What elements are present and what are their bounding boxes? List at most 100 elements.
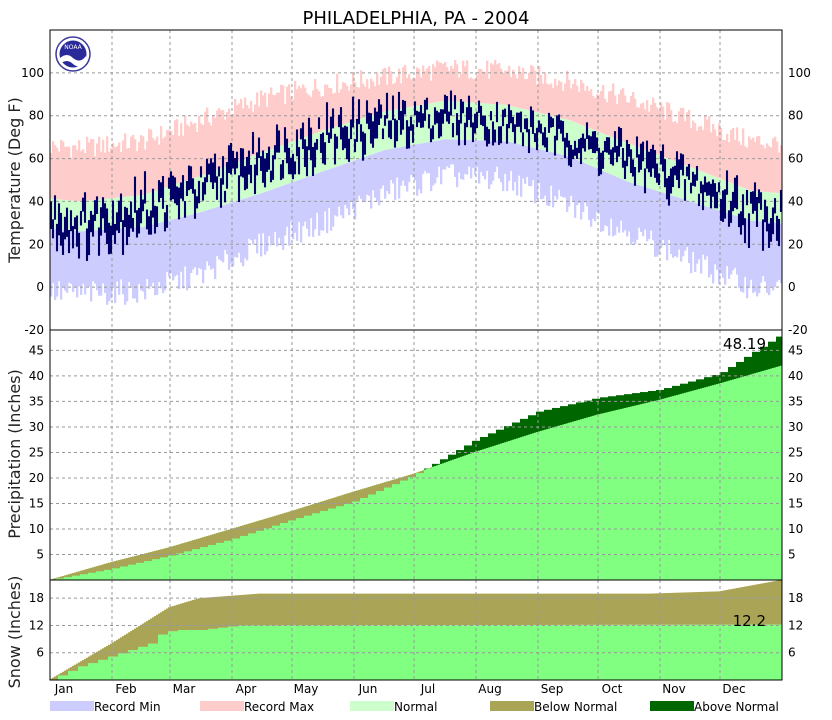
precip-normal-bar: [80, 570, 83, 580]
record-min-bar: [576, 159, 579, 206]
snow-base-bar: [228, 626, 231, 680]
snow-base-bar: [316, 625, 319, 680]
record-max-bar: [166, 130, 169, 188]
record-max-bar: [540, 75, 543, 114]
snow-base-bar: [658, 624, 661, 680]
precip-below-bar: [150, 551, 153, 561]
record-max-bar: [368, 88, 371, 117]
precip-above-bar: [440, 459, 443, 464]
precip-below-bar: [110, 562, 113, 570]
record-max-bar: [608, 91, 611, 136]
precip-normal-bar: [426, 468, 429, 580]
precip-normal-bar: [312, 504, 315, 580]
snow-below-bar: [700, 591, 703, 625]
y-tick-label-left: 35: [29, 394, 44, 408]
normal-range-bar: [762, 191, 765, 222]
record-min-bar: [722, 211, 725, 278]
record-min-bar: [582, 162, 585, 213]
record-min-bar: [382, 150, 385, 186]
record-min-bar: [410, 145, 413, 175]
precip-above-bar: [596, 398, 599, 415]
precip-below-bar: [174, 545, 177, 556]
snow-below-bar: [386, 593, 389, 626]
record-max-bar: [496, 64, 499, 105]
normal-range-bar: [52, 198, 55, 229]
record-min-bar: [414, 144, 417, 181]
snow-below-bar: [658, 593, 661, 625]
record-min-bar: [698, 204, 701, 260]
precip-normal-bar: [82, 570, 85, 580]
precip-normal-bar: [450, 460, 453, 580]
record-max-bar: [672, 121, 675, 161]
precip-above-bar: [424, 468, 427, 470]
record-max-bar: [588, 91, 591, 128]
precip-below-bar: [344, 494, 347, 504]
snow-base-bar: [678, 624, 681, 680]
precip-normal-bar: [156, 550, 159, 580]
record-min-bar: [666, 193, 669, 261]
record-max-bar: [616, 104, 619, 139]
record-max-bar: [430, 80, 433, 104]
precip-above-bar: [446, 459, 449, 462]
snow-base-bar: [172, 631, 175, 680]
record-min-bar: [676, 197, 679, 258]
precip-normal-bar: [226, 530, 229, 580]
record-max-bar: [234, 98, 237, 163]
precip-normal-bar: [200, 537, 203, 580]
record-min-bar: [172, 219, 175, 281]
precip-normal-bar: [566, 423, 569, 580]
record-min-bar: [384, 150, 387, 199]
snow-below-bar: [242, 594, 245, 626]
snow-below-bar: [296, 593, 299, 626]
normal-range-bar: [248, 157, 251, 198]
snow-below-bar: [274, 593, 277, 626]
normal-range-bar: [614, 138, 617, 177]
record-max-bar: [276, 92, 279, 148]
snow-below-bar: [586, 593, 589, 625]
record-max-bar: [562, 91, 565, 119]
normal-range-bar: [666, 158, 669, 194]
snow-below-bar: [286, 593, 289, 626]
month-label: Jan: [54, 682, 74, 696]
snow-below-bar: [690, 592, 693, 625]
record-min-bar: [594, 167, 597, 222]
normal-range-bar: [184, 181, 187, 217]
normal-range-bar: [728, 182, 731, 214]
record-max-bar: [568, 79, 571, 120]
snow-below-bar: [492, 593, 495, 626]
record-max-bar: [438, 62, 441, 102]
record-max-bar: [210, 125, 213, 172]
precip-normal-bar: [610, 411, 613, 580]
record-min-bar: [100, 230, 103, 296]
snow-base-bar: [484, 625, 487, 680]
precip-normal-bar: [482, 449, 485, 580]
precip-below-bar: [398, 478, 401, 485]
record-min-bar: [136, 227, 139, 303]
normal-range-bar: [252, 155, 255, 196]
record-min-bar: [222, 205, 225, 263]
snow-base-bar: [138, 646, 141, 680]
precip-below-bar: [122, 559, 125, 567]
precip-above-bar: [504, 426, 507, 443]
record-min-bar: [442, 139, 445, 170]
y-tick-label-left: 40: [29, 194, 44, 208]
precip-normal-bar: [658, 399, 661, 580]
precip-normal-bar: [662, 398, 665, 580]
snow-below-bar: [480, 593, 483, 626]
snow-below-bar: [476, 593, 479, 626]
record-min-bar: [164, 221, 167, 291]
snow-below-bar: [252, 594, 255, 626]
precip-below-bar: [362, 488, 365, 498]
snow-base-bar: [274, 625, 277, 680]
record-max-bar: [636, 107, 639, 147]
record-max-bar: [66, 146, 69, 201]
snow-below-bar: [716, 591, 719, 625]
precip-above-bar: [494, 433, 497, 446]
snow-below-bar: [606, 593, 609, 625]
normal-range-bar: [628, 143, 631, 183]
precip-normal-bar: [660, 399, 663, 580]
record-max-bar: [176, 119, 179, 184]
snow-base-bar: [450, 625, 453, 680]
snow-base-bar: [774, 624, 777, 680]
snow-below-bar: [544, 593, 547, 625]
